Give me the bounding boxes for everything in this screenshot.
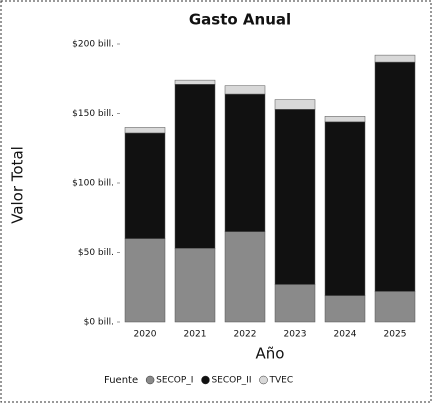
bar-segment	[224, 93, 266, 232]
legend-label: SECOP_II	[211, 376, 251, 386]
x-tick-label: 2021	[184, 330, 207, 340]
bar-segment	[374, 61, 416, 292]
y-tick-label: $200 bill.	[72, 40, 114, 50]
bar-segment	[224, 85, 266, 95]
x-tick-label: 2020	[134, 330, 157, 340]
bar-segment	[224, 231, 266, 323]
bar-segment	[124, 127, 166, 134]
y-tick-label: $100 bill.	[72, 179, 114, 189]
x-tick-label: 2022	[234, 330, 257, 340]
legend-swatch	[145, 375, 155, 385]
bar-segment	[324, 116, 366, 123]
bar-segment	[274, 284, 316, 323]
bar-segment	[124, 132, 166, 239]
legend-label: SECOP_I	[156, 376, 193, 386]
bar-segment	[374, 291, 416, 323]
bar-segment	[274, 109, 316, 285]
y-tick-label: $50 bill.	[78, 248, 114, 258]
bar-segment	[124, 238, 166, 323]
y-tick-label: $0 bill.	[84, 318, 114, 328]
bar-segment	[274, 99, 316, 110]
x-tick-label: 2023	[284, 330, 307, 340]
bar-segment	[374, 54, 416, 63]
bar-segment	[324, 295, 366, 323]
legend-swatch	[201, 375, 210, 385]
bar-segment	[174, 79, 216, 85]
chart-title: Gasto Anual	[189, 11, 291, 29]
legend-title: Fuente	[104, 375, 138, 386]
bar-segment	[174, 84, 216, 249]
x-axis-label: Año	[256, 345, 285, 363]
x-tick-label: 2024	[334, 330, 357, 340]
y-tick-label: $150 bill.	[72, 109, 114, 119]
x-tick-label: 2025	[384, 330, 407, 340]
legend-swatch	[259, 375, 268, 385]
legend-label: TVEC	[268, 376, 293, 386]
y-axis-label: Valor Total	[9, 146, 27, 224]
bar-segment	[174, 248, 216, 323]
bar-segment	[324, 121, 366, 296]
